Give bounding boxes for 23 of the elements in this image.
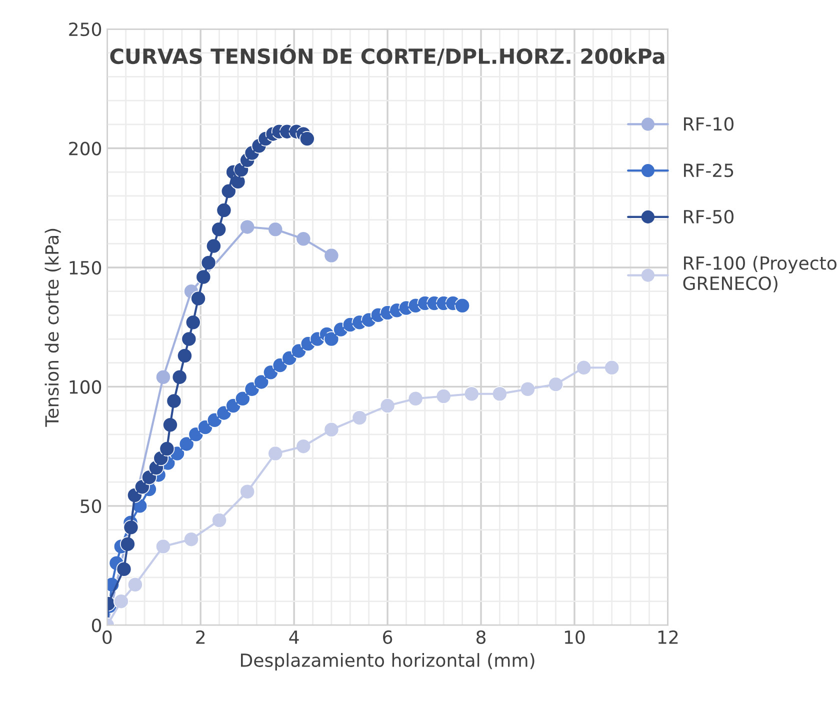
y-axis-title: Tension de corte (kPa): [44, 228, 61, 427]
legend-label: RF-25: [684, 163, 734, 178]
legend-label: RF-50: [684, 210, 734, 224]
legend-label: RF-10: [684, 117, 734, 131]
x-tick-label: 12: [658, 630, 678, 644]
legend-label: RF-100 (Proyecto GRENECO): [683, 256, 836, 292]
y-tick-label: 200: [69, 142, 102, 156]
text: CURVAS TENSIÓN DE CORTE/DPL.HORZ. 200kPa: [110, 44, 664, 66]
y-tick-label: 50: [80, 499, 102, 514]
y-tick-label: 150: [70, 260, 102, 275]
x-tick-label: 4: [289, 630, 299, 644]
x-tick-label: 2: [196, 630, 205, 644]
y-tick-label: 100: [70, 380, 102, 394]
y-tick-label: 250: [69, 22, 102, 36]
point: [299, 131, 315, 146]
x-tick-label: 0: [102, 630, 112, 644]
y-tick-label: 0: [92, 618, 102, 632]
x-axis-title: Desplazamiento horizontal (mm): [241, 653, 534, 671]
x-tick-label: 6: [383, 630, 392, 644]
x-tick-label: 8: [476, 630, 486, 644]
point: [454, 298, 470, 314]
x-tick-label: 10: [564, 630, 585, 644]
point: [604, 360, 620, 376]
